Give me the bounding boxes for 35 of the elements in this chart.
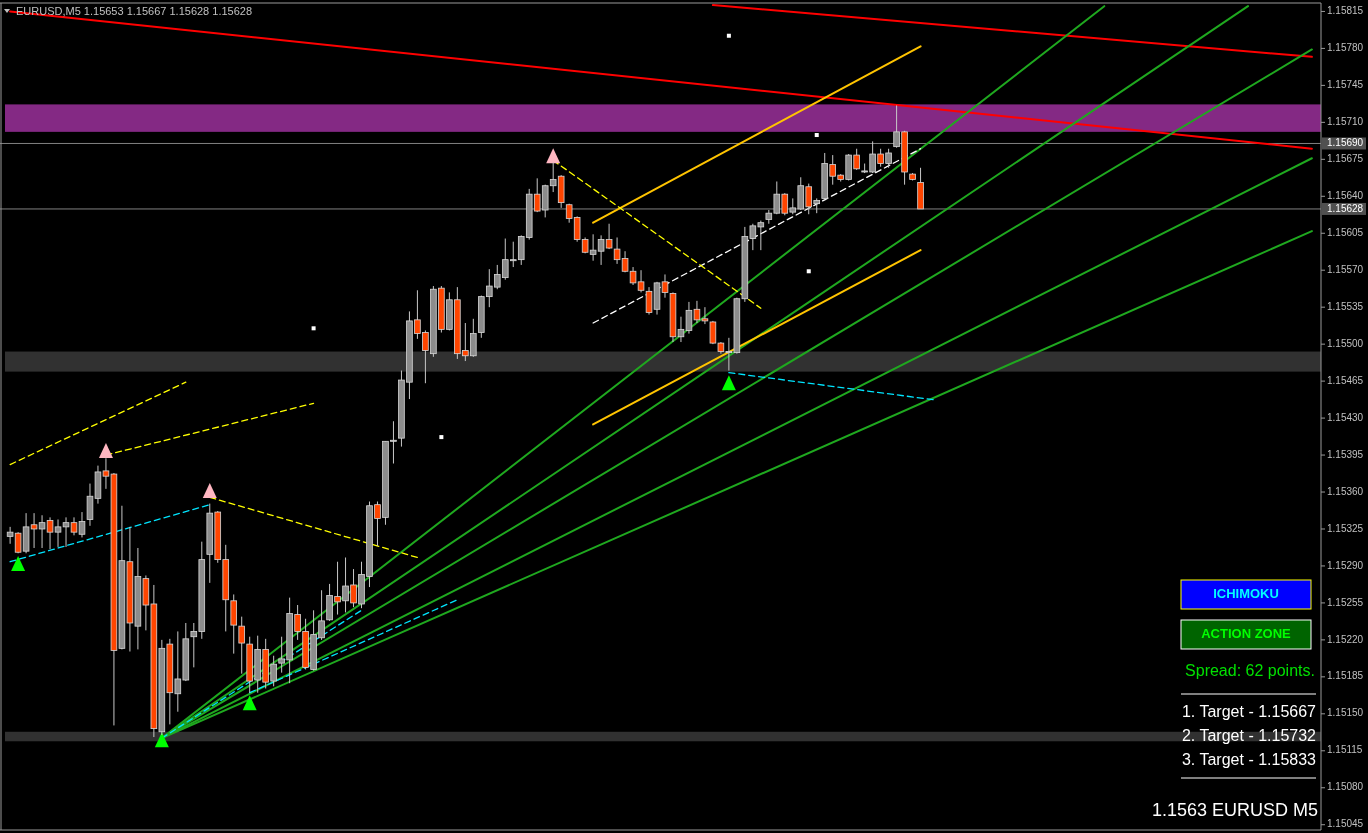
- annotation: Spread: 62 points.: [1185, 662, 1315, 679]
- y-tick-label: 1.15780: [1327, 42, 1364, 54]
- y-tick-label: 1.15605: [1327, 226, 1364, 238]
- y-tick-label: 1.15185: [1327, 670, 1364, 682]
- annotation: 1.1563 EURUSD M5: [1151, 800, 1318, 820]
- y-tick-label: 1.15150: [1327, 707, 1364, 719]
- annotation: ICHIMOKU: [1213, 586, 1279, 602]
- y-tick-label: 1.15360: [1327, 485, 1364, 497]
- annotation: 1. Target - 1.15667: [1181, 703, 1317, 720]
- y-tick-label: 1.15500: [1327, 337, 1364, 349]
- button: ACTION ZONE: [1180, 619, 1312, 650]
- ref-line-label: 1.15690: [1327, 137, 1364, 149]
- y-tick-label: 1.15220: [1327, 633, 1364, 645]
- ref-line-label: 1.15628: [1327, 202, 1364, 214]
- y-tick-label: 1.15430: [1327, 411, 1364, 423]
- y-tick-label: 1.15325: [1327, 522, 1364, 534]
- chart-title: EURUSD,M5 1.15653 1.15667 1.15628 1.15628: [16, 5, 253, 17]
- y-tick-label: 1.15710: [1327, 115, 1364, 127]
- y-tick-label: 1.15290: [1327, 559, 1364, 571]
- y-tick-label: 1.15640: [1327, 189, 1364, 201]
- y-tick-label: 1.15255: [1327, 596, 1364, 608]
- y-tick-label: 1.15675: [1327, 152, 1364, 164]
- y-tick-label: 1.15570: [1327, 263, 1364, 275]
- y-tick-label: 1.15115: [1327, 744, 1363, 756]
- button: ICHIMOKU: [1180, 579, 1312, 610]
- y-tick-label: 1.15465: [1327, 374, 1364, 386]
- annotation: 3. Target - 1.15833: [1181, 751, 1317, 768]
- y-tick-label: 1.15080: [1327, 781, 1364, 793]
- y-tick-label: 1.15745: [1327, 79, 1364, 91]
- y-tick-label: 1.15815: [1327, 5, 1364, 17]
- y-tick-label: 1.15395: [1327, 448, 1364, 460]
- y-tick-label: 1.15045: [1327, 818, 1364, 830]
- annotation: ACTION ZONE: [1201, 626, 1292, 642]
- annotation: 2. Target - 1.15732: [1181, 727, 1317, 744]
- y-tick-label: 1.15535: [1327, 300, 1364, 312]
